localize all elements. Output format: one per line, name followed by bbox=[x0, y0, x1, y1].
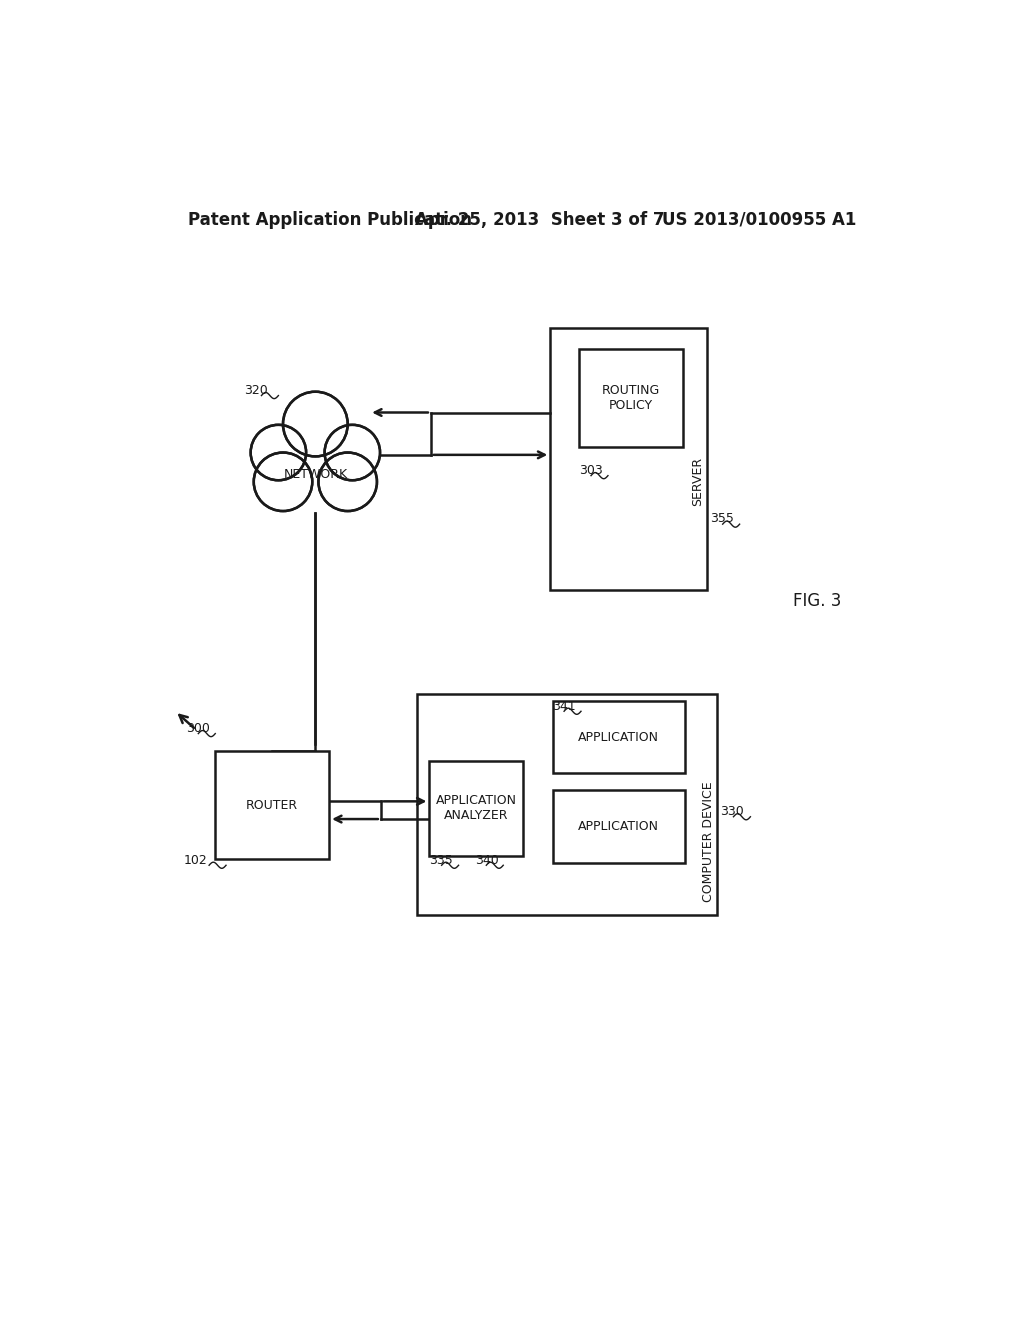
Text: 330: 330 bbox=[720, 805, 744, 818]
Text: ROUTING
POLICY: ROUTING POLICY bbox=[602, 384, 660, 412]
Text: 335: 335 bbox=[429, 854, 453, 867]
Circle shape bbox=[254, 453, 311, 511]
Bar bbox=[429, 760, 523, 857]
Circle shape bbox=[318, 453, 377, 511]
Bar bbox=[215, 751, 330, 859]
Text: Apr. 25, 2013  Sheet 3 of 7: Apr. 25, 2013 Sheet 3 of 7 bbox=[416, 211, 665, 228]
Text: APPLICATION: APPLICATION bbox=[579, 730, 659, 743]
Circle shape bbox=[325, 425, 380, 480]
Text: 340: 340 bbox=[475, 854, 500, 867]
Text: ROUTER: ROUTER bbox=[246, 799, 298, 812]
Text: FIG. 3: FIG. 3 bbox=[793, 593, 841, 610]
Text: Patent Application Publication: Patent Application Publication bbox=[188, 211, 472, 228]
Circle shape bbox=[283, 392, 348, 457]
Text: NETWORK: NETWORK bbox=[284, 467, 347, 480]
Text: 341: 341 bbox=[553, 700, 577, 713]
Text: COMPUTER DEVICE: COMPUTER DEVICE bbox=[701, 781, 715, 903]
Bar bbox=[417, 693, 717, 915]
Text: APPLICATION
ANALYZER: APPLICATION ANALYZER bbox=[436, 795, 517, 822]
Text: 303: 303 bbox=[579, 463, 602, 477]
Circle shape bbox=[284, 392, 347, 455]
Text: SERVER: SERVER bbox=[691, 457, 703, 507]
Circle shape bbox=[251, 425, 305, 479]
Text: 102: 102 bbox=[184, 854, 208, 867]
Bar bbox=[553, 789, 685, 863]
Bar bbox=[579, 350, 683, 447]
Circle shape bbox=[251, 425, 306, 480]
Text: 355: 355 bbox=[710, 512, 733, 525]
Circle shape bbox=[254, 453, 312, 511]
Bar bbox=[550, 327, 707, 590]
Circle shape bbox=[319, 453, 376, 511]
Text: 320: 320 bbox=[245, 384, 268, 397]
Text: US 2013/0100955 A1: US 2013/0100955 A1 bbox=[662, 211, 856, 228]
Bar bbox=[553, 701, 685, 774]
Text: 300: 300 bbox=[186, 722, 210, 735]
Circle shape bbox=[326, 425, 379, 479]
Text: APPLICATION: APPLICATION bbox=[579, 820, 659, 833]
